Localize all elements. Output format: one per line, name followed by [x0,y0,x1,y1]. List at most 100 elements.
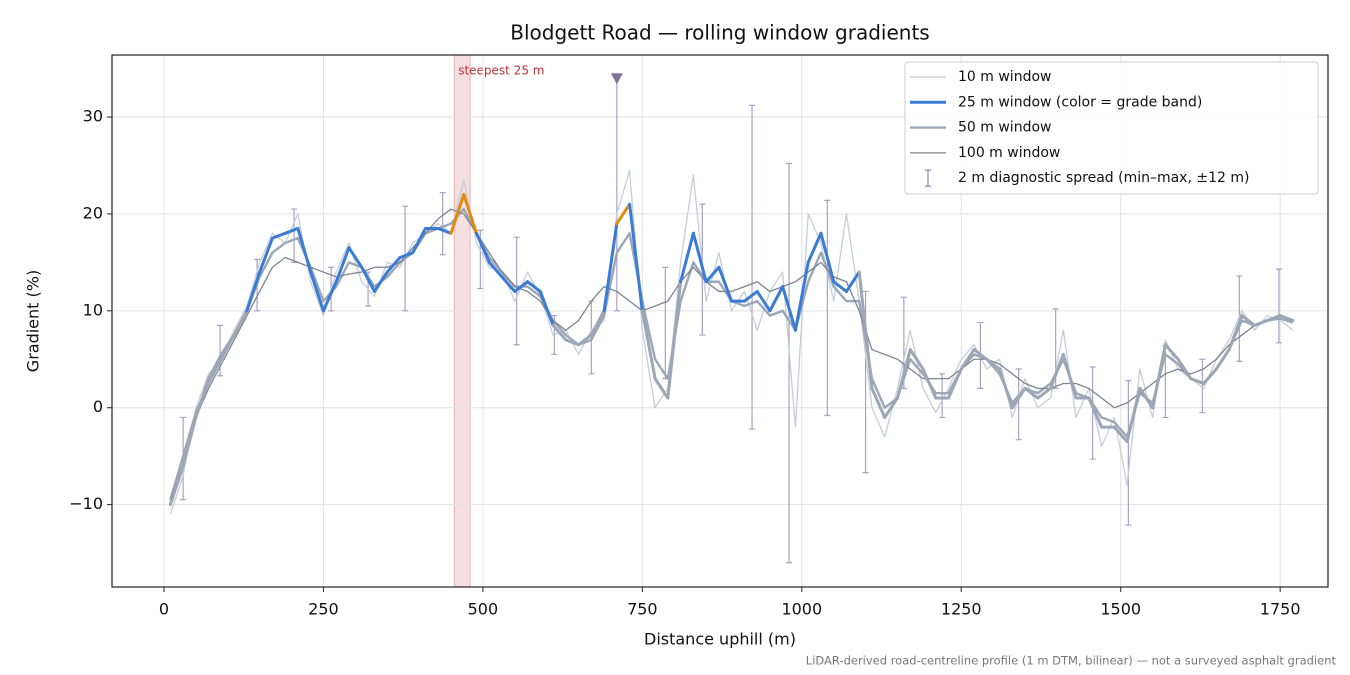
series-segment [781,285,797,332]
series-segment [436,226,453,235]
series-segment [679,231,695,284]
series-segment [819,231,836,284]
x-tick-label: 750 [627,600,658,619]
error-bar [1015,368,1022,441]
series-segment [921,367,938,400]
series-segment [181,415,198,468]
error-bar [786,162,793,564]
series-segment [1240,314,1257,327]
series-segment [1010,386,1027,410]
x-tick-label: 1500 [1100,600,1141,619]
series-segment [870,386,887,419]
series-segment [538,289,555,327]
peak-marker [610,73,623,85]
series-segment [1253,319,1269,327]
y-axis-label: Gradient (%) [24,270,43,372]
series-segment [1138,386,1155,410]
series-segment [755,289,772,313]
error-bar [749,104,756,430]
series-segment [411,226,427,255]
series-segment [270,231,287,240]
series-segment [1265,314,1282,323]
series-segment [1087,396,1104,429]
x-tick-label: 250 [308,600,339,619]
series-segment [1125,386,1142,444]
series-segment [589,309,606,337]
series-segment [768,285,785,313]
x-tick-label: 0 [159,600,169,619]
x-tick-label: 1000 [781,600,822,619]
series-segment [704,265,721,284]
error-bar [1125,379,1132,526]
series-segment [1176,357,1193,381]
series-segment [972,348,989,361]
series-segment [895,348,912,400]
x-tick-label: 1750 [1260,600,1301,619]
series-segment [793,260,810,332]
series-segment [806,231,823,264]
plot-frame [111,54,1329,588]
legend-label: 25 m window (color = grade band) [958,94,1202,110]
series-segment [832,280,848,293]
x-tick-label: 500 [468,600,499,619]
series-segment [372,270,389,293]
lines [168,169,1295,515]
series-segment [194,377,211,419]
series-segment [232,309,249,337]
series-segment [347,246,364,269]
series-segment [462,193,479,235]
series-segment [577,333,593,347]
error-bar [662,266,669,380]
error-bar [1199,358,1206,414]
series-segment [551,323,568,342]
series-segment [168,464,185,507]
series-segment [1023,386,1040,400]
series-segment [207,352,223,381]
series-segment [628,202,644,313]
series-segment [602,222,619,313]
y-tick-label: 0 [93,397,103,416]
legend-label: 100 m window [958,145,1060,161]
series-segment [258,236,274,274]
series-segment [742,289,759,303]
series-segment [946,367,963,400]
series-segment [309,270,325,313]
chart-title: Blodgett Road — rolling window gradients [510,21,929,45]
series-segment [985,357,1002,371]
series-segment [564,338,581,347]
legend-label: 50 m window [958,120,1051,136]
series-segment [513,280,530,293]
series-segment [1163,343,1180,361]
footnote: LiDAR-derived road-centreline profile (1… [806,654,1337,668]
y-tick-label: 20 [83,203,103,222]
error-bar [613,77,620,312]
legend-swatch [925,169,931,187]
series-segment [500,275,517,293]
y-tick-label: 30 [83,107,103,126]
series-segment [653,377,670,400]
error-bar [1089,366,1096,460]
series-segment [1278,314,1295,323]
series-segment [998,367,1014,410]
y-tick-label: 10 [83,300,103,319]
series-line [169,169,1294,515]
series-segment [1112,425,1129,444]
series-segment [334,246,351,284]
series-segment [640,309,657,381]
x-axis-label: Distance uphill (m) [644,630,796,649]
x-tick-label: 1250 [941,600,982,619]
series-segment [844,270,861,293]
series-segment [283,226,300,235]
series-segment [526,280,542,293]
series-segment [296,226,313,274]
series-segment [1202,367,1218,386]
series-segment [321,280,338,313]
error-bar [824,199,831,417]
series-segment [959,348,976,371]
series-segment [691,231,708,284]
series-segment [615,202,632,226]
error-bar [939,373,946,419]
series-segment [449,193,466,235]
series-segment [487,260,504,279]
